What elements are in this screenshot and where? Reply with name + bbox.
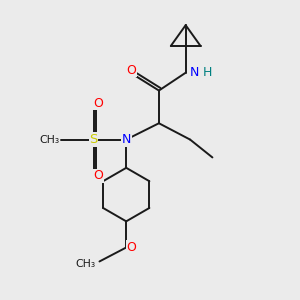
Text: N: N: [189, 66, 199, 79]
Text: O: O: [93, 97, 103, 110]
Text: N: N: [122, 133, 131, 146]
Text: H: H: [202, 66, 212, 79]
Text: CH₃: CH₃: [75, 260, 95, 269]
Text: S: S: [89, 133, 98, 146]
Text: CH₃: CH₃: [39, 135, 59, 145]
Text: O: O: [93, 169, 103, 182]
Text: O: O: [127, 64, 136, 77]
Text: O: O: [127, 241, 136, 254]
